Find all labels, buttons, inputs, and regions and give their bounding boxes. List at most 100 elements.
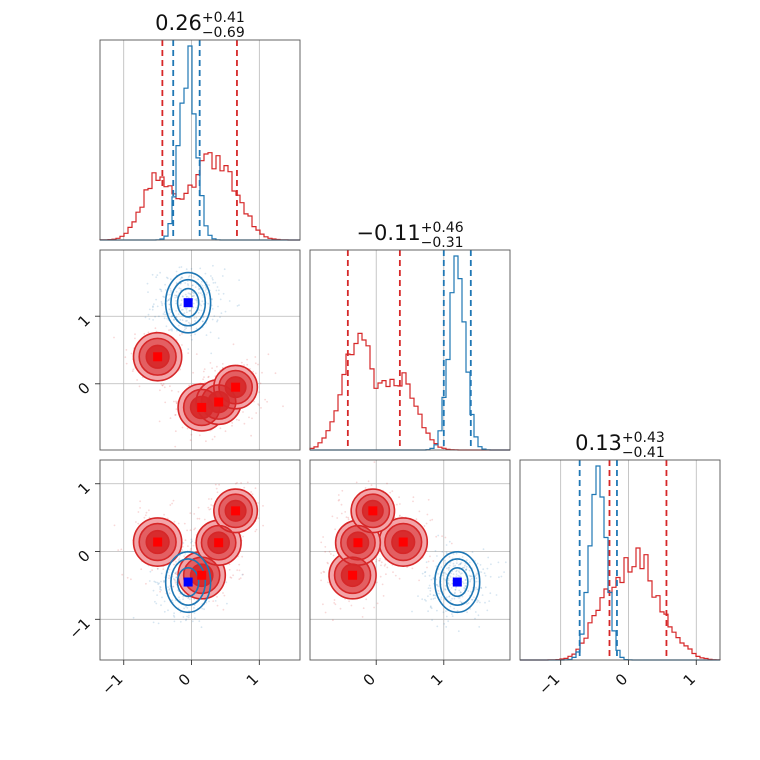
sample-point: [175, 300, 177, 302]
sample-point: [148, 509, 150, 512]
sample-point: [207, 302, 210, 305]
sample-point: [187, 284, 190, 287]
sample-point: [186, 615, 189, 618]
sample-point: [179, 287, 182, 290]
sample-point: [172, 585, 175, 588]
sample-point: [189, 293, 192, 296]
sample-point: [173, 563, 175, 566]
sample-point: [169, 328, 172, 331]
sample-point: [179, 611, 182, 614]
sample-point: [169, 287, 172, 290]
sample-point: [159, 271, 162, 274]
sample-point: [389, 491, 392, 494]
sample-point: [224, 310, 227, 313]
sample-point: [189, 598, 191, 601]
sample-point: [185, 308, 188, 311]
sample-point: [238, 578, 241, 581]
sample-point: [479, 564, 482, 566]
sample-point: [137, 511, 140, 513]
sample-point: [215, 487, 218, 490]
sample-point: [189, 317, 192, 319]
sample-point: [174, 430, 177, 433]
sample-point: [197, 292, 200, 294]
sample-point: [462, 582, 465, 585]
sample-point: [376, 581, 378, 584]
sample-point: [350, 604, 353, 607]
sample-point: [433, 594, 435, 597]
sample-point: [165, 325, 168, 328]
sample-point: [470, 577, 473, 580]
sample-point: [186, 307, 188, 310]
sample-point: [477, 614, 480, 617]
sample-point: [327, 581, 329, 584]
sample-point: [170, 315, 173, 318]
sample-point: [391, 490, 394, 492]
sample-point: [161, 302, 163, 305]
sample-point: [324, 550, 327, 553]
sample-point: [432, 577, 435, 579]
sample-point: [442, 571, 445, 574]
sample-point: [322, 570, 325, 573]
sample-point: [199, 292, 202, 295]
sample-point: [190, 538, 193, 541]
sample-point: [344, 511, 347, 513]
sample-point: [161, 596, 163, 599]
sample-point: [180, 303, 183, 305]
sample-point: [222, 592, 224, 594]
sample-point: [251, 417, 253, 420]
sample-point: [197, 311, 200, 314]
sample-point: [187, 292, 190, 295]
sample-point: [322, 603, 324, 606]
sample-point: [208, 508, 211, 511]
sample-point: [480, 571, 483, 573]
sample-point: [470, 598, 473, 601]
sample-point: [167, 586, 170, 588]
sample-point: [489, 575, 492, 578]
sample-point: [261, 371, 263, 374]
sample-point: [203, 608, 206, 611]
sample-point: [190, 268, 193, 270]
sample-point: [264, 398, 266, 401]
sample-point: [153, 580, 156, 583]
sample-point: [444, 572, 446, 574]
sample-point: [183, 325, 186, 328]
sample-point: [332, 619, 334, 622]
sample-point: [504, 561, 507, 564]
sample-point: [193, 292, 196, 295]
sample-point: [442, 572, 444, 575]
sample-point: [458, 571, 461, 574]
sample-point: [207, 376, 210, 379]
sample-point: [461, 581, 464, 583]
sample-point: [232, 343, 235, 346]
sample-point: [167, 299, 170, 302]
title-value: 0.26: [155, 11, 202, 35]
sample-point: [175, 281, 178, 284]
sample-point: [459, 573, 462, 575]
sample-point: [214, 483, 217, 486]
sample-point: [148, 318, 151, 320]
sample-point: [172, 499, 175, 502]
sample-point: [435, 583, 438, 586]
sample-point: [160, 572, 163, 575]
sample-point: [454, 564, 457, 567]
sample-point: [190, 325, 193, 328]
contour-level-1: [164, 271, 212, 334]
sample-point: [228, 300, 231, 302]
sample-point: [158, 315, 160, 318]
sample-point: [187, 275, 190, 278]
sample-point: [174, 296, 177, 299]
mode-marker: [197, 570, 207, 580]
sample-point: [483, 572, 486, 575]
sample-point: [131, 370, 134, 372]
sample-point: [212, 264, 214, 267]
sample-point: [463, 587, 465, 589]
sample-point: [396, 503, 398, 506]
sample-point: [186, 280, 189, 282]
sample-point: [164, 289, 167, 291]
sample-point: [193, 598, 196, 601]
sample-point: [503, 571, 505, 573]
sample-point: [189, 512, 192, 515]
sample-point: [474, 617, 476, 620]
sample-point: [450, 542, 453, 545]
sample-point: [430, 598, 433, 601]
